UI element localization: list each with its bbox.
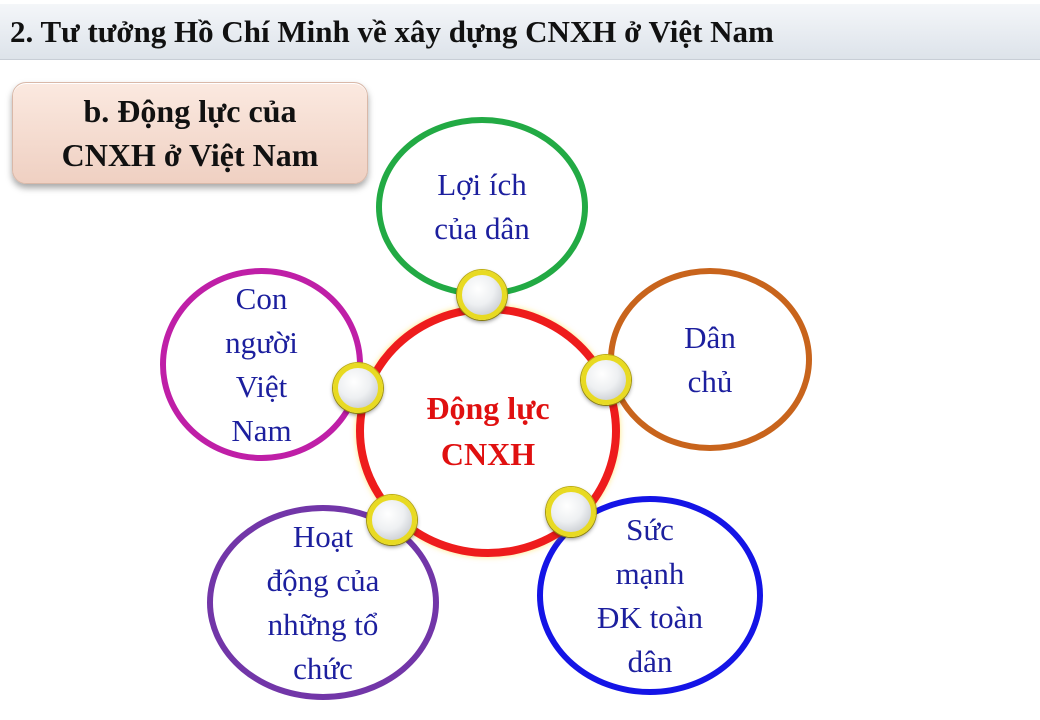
- node-label-line: những tổ: [267, 606, 379, 642]
- section-heading: b. Động lực của CNXH ở Việt Nam: [62, 89, 319, 177]
- node-label-line: của dân: [434, 211, 530, 246]
- center-label-line-2: CNXH: [440, 436, 536, 472]
- node-label-line: Sức: [626, 511, 674, 547]
- center-label: Động lực CNXH: [426, 385, 549, 477]
- node-label-line: Con: [235, 280, 288, 316]
- section-heading-line-2: CNXH ở Việt Nam: [61, 137, 319, 173]
- connector-knob-right: [581, 355, 631, 405]
- slide-title: 2. Tư tưởng Hồ Chí Minh về xây dựng CNXH…: [10, 13, 774, 49]
- node-label-line: chủ: [687, 363, 733, 399]
- node-con-nguoi-viet-nam: Con người Việt Nam: [160, 268, 363, 461]
- node-label: Dân chủ: [684, 316, 736, 404]
- node-label-line: Lợi ích: [437, 167, 527, 202]
- section-heading-box: b. Động lực của CNXH ở Việt Nam: [12, 82, 368, 184]
- node-label-line: Dân: [684, 319, 736, 355]
- connector-knob-bottom-left: [367, 495, 417, 545]
- node-dan-chu: Dân chủ: [608, 268, 812, 451]
- node-label-line: dân: [627, 643, 673, 679]
- node-label-line: mạnh: [615, 555, 685, 591]
- connector-knob-bottom-right: [546, 487, 596, 537]
- node-label-line: động của: [266, 562, 380, 598]
- node-label-line: chức: [293, 650, 353, 686]
- title-bar: 2. Tư tưởng Hồ Chí Minh về xây dựng CNXH…: [0, 4, 1040, 60]
- connector-knob-left: [333, 363, 383, 413]
- node-label-line: ĐK toàn: [597, 599, 703, 635]
- section-heading-line-1: b. Động lực của: [83, 93, 297, 129]
- node-label-line: Hoạt: [292, 518, 354, 554]
- node-label-line: người: [225, 324, 298, 360]
- node-label: Sức mạnh ĐK toàn dân: [597, 508, 703, 684]
- node-label: Con người Việt Nam: [225, 277, 298, 453]
- node-label-line: Nam: [231, 412, 292, 448]
- connector-knob-top: [457, 270, 507, 320]
- node-loi-ich-cua-dan: Lợi ích của dân: [376, 117, 588, 297]
- center-label-line-1: Động lực: [426, 390, 550, 426]
- node-label-line: Việt: [235, 368, 288, 404]
- node-label: Hoạt động của những tổ chức: [267, 515, 380, 691]
- node-label: Lợi ích của dân: [434, 163, 530, 251]
